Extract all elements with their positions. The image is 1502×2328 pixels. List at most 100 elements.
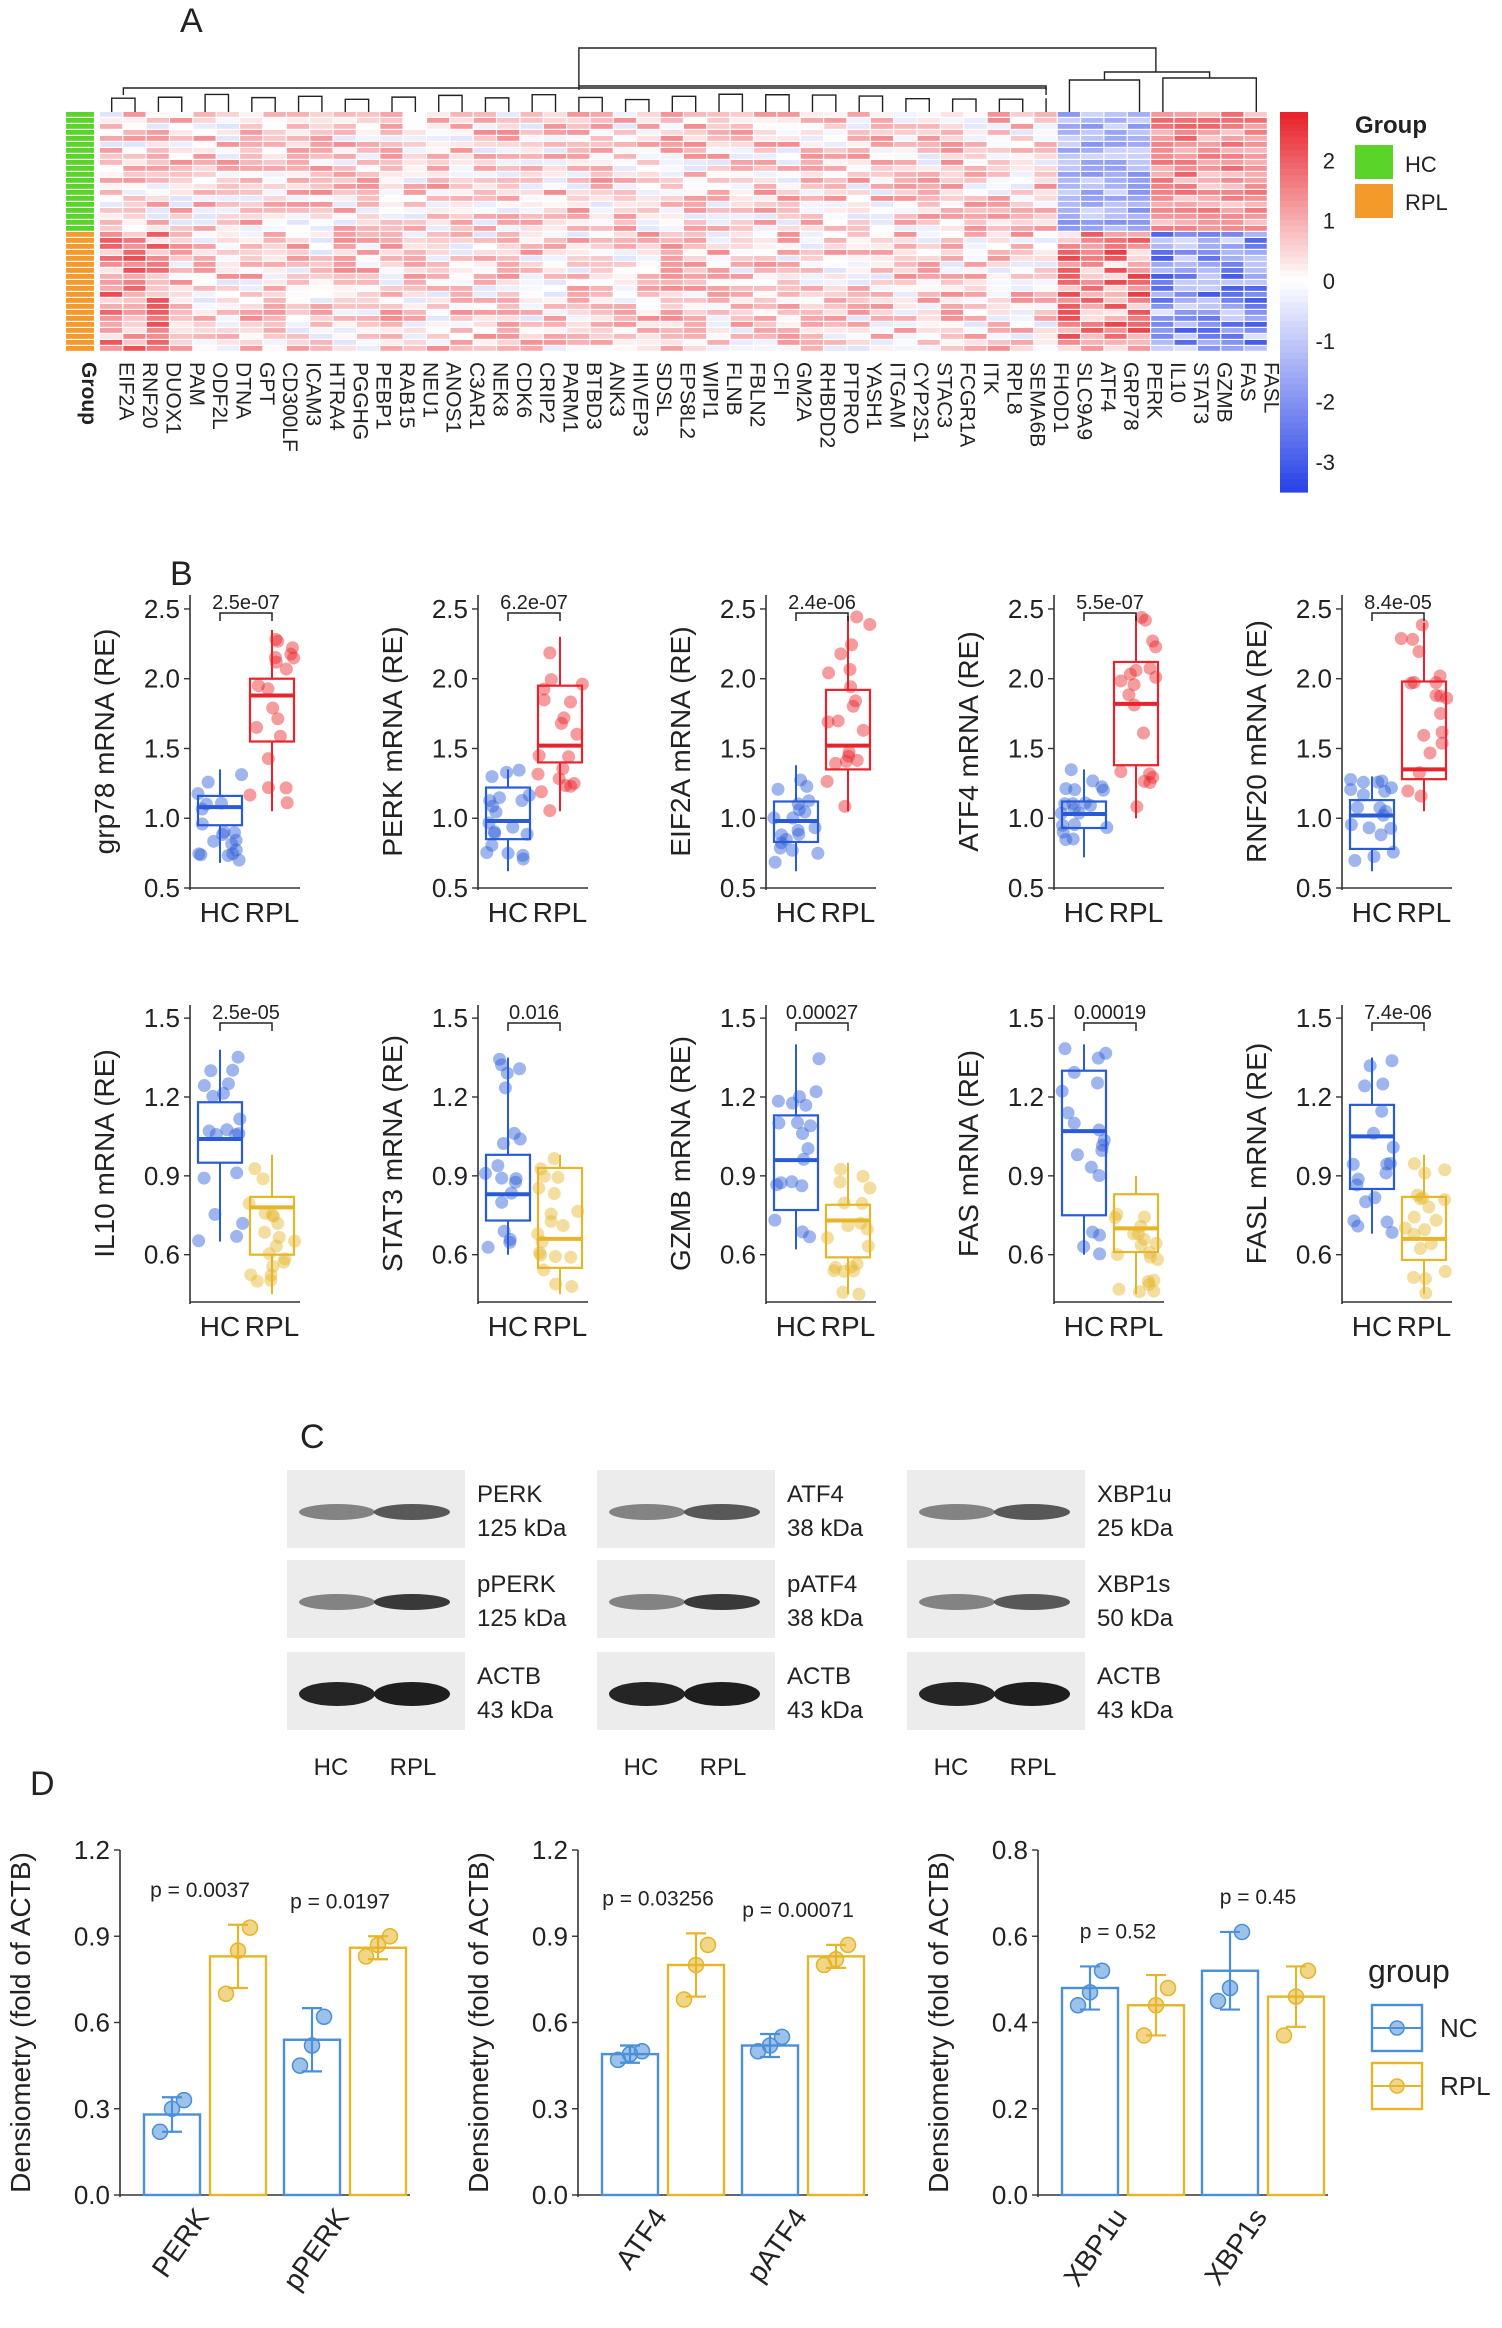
heatmap-cell (964, 256, 987, 261)
heatmap-cell (1244, 298, 1267, 303)
heatmap-cell (333, 346, 356, 351)
heatmap-column-label: EIF2A (115, 362, 138, 420)
heatmap-cell (170, 322, 193, 327)
heatmap-cell (170, 292, 193, 297)
heatmap-cell (1127, 148, 1150, 153)
data-point (798, 805, 812, 819)
x-tick-label: RPL (533, 897, 587, 928)
data-point (1147, 1284, 1161, 1298)
heatmap-cell (917, 280, 940, 285)
heatmap-cell (707, 154, 730, 159)
heatmap-cell (847, 316, 870, 321)
heatmap-cell (940, 340, 964, 345)
heatmap-column-label: CD300LF (278, 362, 301, 452)
heatmap-cell (473, 190, 496, 195)
heatmap-cell (333, 328, 356, 333)
heatmap-cell (1244, 112, 1267, 117)
data-point (559, 779, 573, 793)
heatmap-cell (730, 340, 753, 345)
heatmap-cell (940, 310, 964, 315)
heatmap-cell (870, 328, 894, 333)
heatmap-cell (847, 166, 870, 171)
data-point (845, 638, 859, 652)
heatmap-cell (543, 292, 566, 297)
heatmap-cell (333, 262, 356, 267)
box (1400, 680, 1448, 781)
y-axis-label: IL10 mRNA (RE) (89, 1049, 120, 1258)
heatmap-cell (1197, 304, 1221, 309)
heatmap-cell (1104, 304, 1127, 309)
heatmap-cell (964, 178, 987, 183)
heatmap-cell (193, 154, 216, 159)
heatmap-cell (987, 232, 1010, 237)
heatmap-cell (450, 280, 473, 285)
heatmap-cell (286, 214, 310, 219)
heatmap-cell (847, 346, 870, 351)
heatmap-cell (964, 244, 987, 249)
heatmap-cell (520, 316, 543, 321)
heatmap-cell (497, 208, 520, 213)
heatmap-cell (1081, 136, 1104, 141)
data-point (273, 729, 287, 743)
heatmap-cell (380, 298, 403, 303)
heatmap-cell (286, 286, 310, 291)
heatmap-cell (707, 232, 730, 237)
heatmap-cell (123, 148, 146, 153)
heatmap-cell (380, 220, 403, 225)
heatmap-cell (310, 136, 333, 141)
heatmap-cell (263, 184, 286, 189)
heatmap-cell (263, 238, 286, 243)
heatmap-cell (987, 130, 1010, 135)
heatmap-cell (333, 124, 356, 129)
y-tick-label: 0.3 (532, 2094, 568, 2124)
heatmap-cell (170, 238, 193, 243)
heatmap-cell (870, 310, 894, 315)
heatmap-cell (450, 262, 473, 267)
data-point (1407, 1210, 1421, 1224)
heatmap-cell (146, 220, 169, 225)
heatmap-column-label: CFI (769, 362, 792, 396)
heatmap-cell (1221, 214, 1244, 219)
heatmap-cell (824, 130, 847, 135)
heatmap-cell (800, 118, 823, 123)
heatmap-cell (240, 232, 263, 237)
heatmap-cell (660, 190, 683, 195)
group-annotation-cell (66, 190, 94, 195)
heatmap-cell (707, 178, 730, 183)
heatmap-cell (543, 310, 566, 315)
heatmap-cell (1034, 154, 1057, 159)
heatmap-cell (707, 190, 730, 195)
heatmap-cell (567, 298, 590, 303)
heatmap-cell (1244, 304, 1267, 309)
data-point (1059, 833, 1073, 847)
data-point (790, 1116, 804, 1130)
heatmap-cell (123, 292, 146, 297)
heatmap-cell (333, 334, 356, 339)
data-point (192, 847, 206, 861)
heatmap-cell (356, 154, 380, 159)
heatmap-cell (240, 244, 263, 249)
heatmap-cell (1034, 172, 1057, 177)
data-point (507, 1126, 521, 1140)
heatmap-cell (1174, 226, 1197, 231)
heatmap-cell (497, 244, 520, 249)
heatmap-cell (847, 196, 870, 201)
data-point (1143, 776, 1157, 790)
heatmap-cell (870, 232, 894, 237)
heatmap-cell (193, 202, 216, 207)
heatmap-cell (917, 286, 940, 291)
heatmap-cell (216, 130, 239, 135)
heatmap-cell (940, 154, 964, 159)
data-point (822, 666, 836, 680)
heatmap-cell (263, 220, 286, 225)
heatmap-cell (286, 178, 310, 183)
heatmap-cell (894, 214, 917, 219)
group-annotation-cell (66, 262, 94, 267)
heatmap-cell (427, 190, 450, 195)
heatmap-cell (216, 292, 239, 297)
heatmap-cell (356, 214, 380, 219)
data-point (1143, 1250, 1157, 1264)
data-point (1438, 1264, 1452, 1278)
heatmap-cell (847, 238, 870, 243)
